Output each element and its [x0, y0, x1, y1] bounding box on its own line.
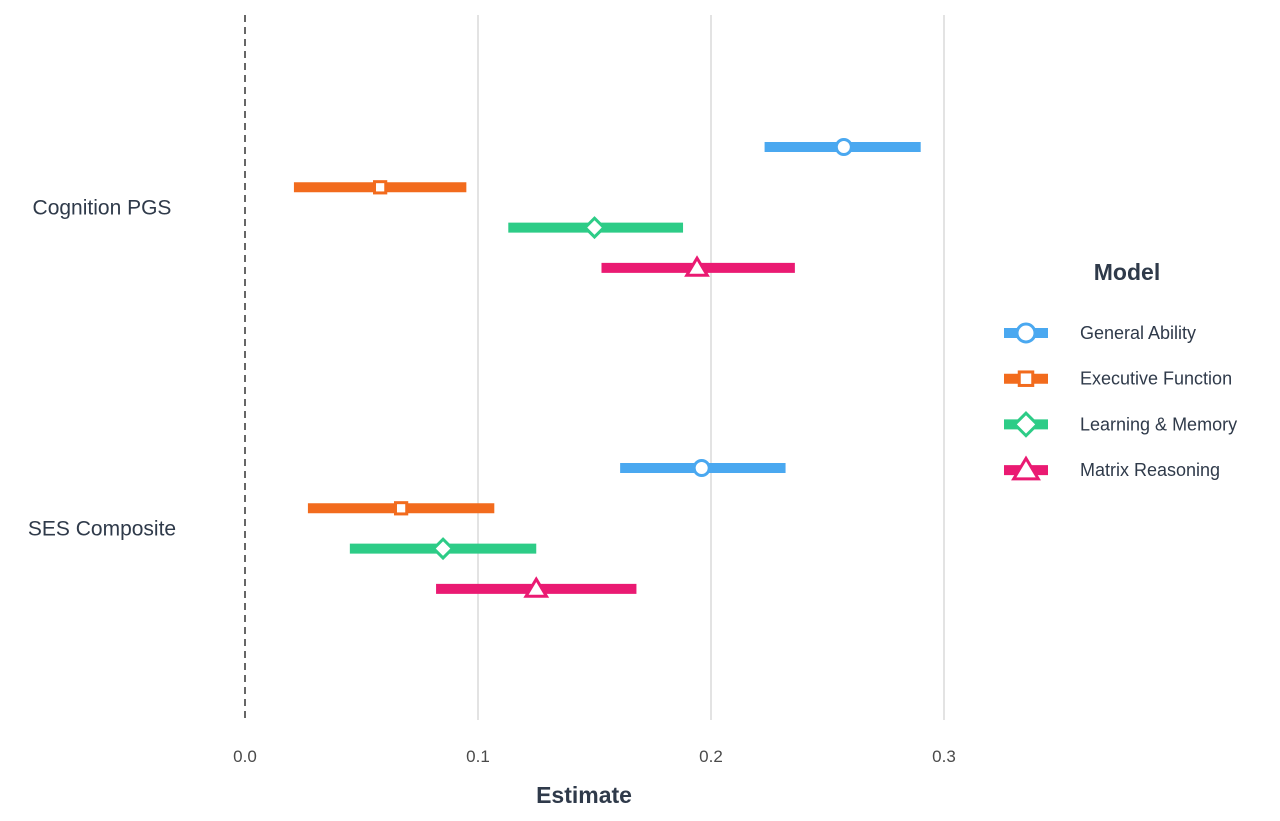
estimate-marker — [431, 537, 455, 561]
legend-label: Learning & Memory — [1080, 414, 1237, 434]
estimate-marker — [523, 576, 550, 598]
legend-item: Matrix Reasoning — [1004, 455, 1220, 481]
estimate-marker — [834, 138, 853, 156]
x-tick-labels: 0.0 0.1 0.2 0.3 — [233, 747, 956, 766]
x-tick-label: 0.2 — [699, 747, 723, 766]
series-layer — [293, 138, 921, 598]
estimate-marker — [692, 459, 711, 477]
y-category-labels: Cognition PGS SES Composite — [28, 196, 176, 540]
x-tick-label: 0.3 — [932, 747, 956, 766]
legend-label: Matrix Reasoning — [1080, 460, 1220, 480]
series-matrix-reasoning — [436, 255, 795, 598]
series-general-ability — [620, 138, 921, 477]
estimate-marker — [373, 180, 388, 195]
category-label: Cognition PGS — [33, 196, 172, 219]
series-executive-function — [293, 180, 495, 516]
legend: Model General Ability Executive Function L… — [1004, 259, 1237, 481]
estimate-marker — [684, 255, 710, 277]
estimate-marker — [583, 216, 606, 240]
x-tick-label: 0.0 — [233, 747, 257, 766]
legend-item: Learning & Memory — [1004, 411, 1237, 438]
category-label: SES Composite — [28, 517, 176, 540]
x-axis-title: Estimate — [536, 782, 632, 808]
legend-key-marker — [1017, 370, 1035, 387]
legend-key-marker — [1012, 411, 1040, 438]
legend-item: General Ability — [1004, 322, 1196, 344]
legend-items: General Ability Executive Function Learnin… — [1004, 322, 1237, 481]
legend-key-marker — [1011, 455, 1041, 481]
grid-layer — [477, 15, 945, 720]
x-tick-label: 0.1 — [466, 747, 490, 766]
estimate-marker — [393, 501, 409, 516]
legend-label: Executive Function — [1080, 369, 1232, 389]
legend-key-marker — [1015, 322, 1037, 344]
series-learning-memory — [349, 216, 684, 561]
legend-item: Executive Function — [1004, 369, 1232, 389]
legend-title: Model — [1094, 259, 1160, 285]
legend-label: General Ability — [1080, 323, 1196, 343]
